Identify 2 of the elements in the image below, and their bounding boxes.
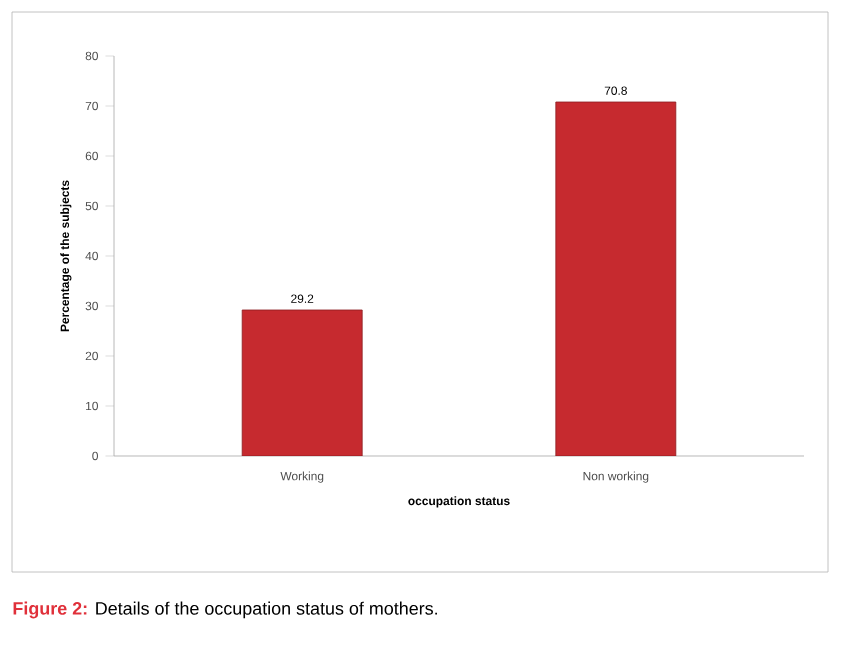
caption: Figure 2: <box>13 601 87 619</box>
text: Details of the occupation status of mothers. <box>96 601 437 619</box>
